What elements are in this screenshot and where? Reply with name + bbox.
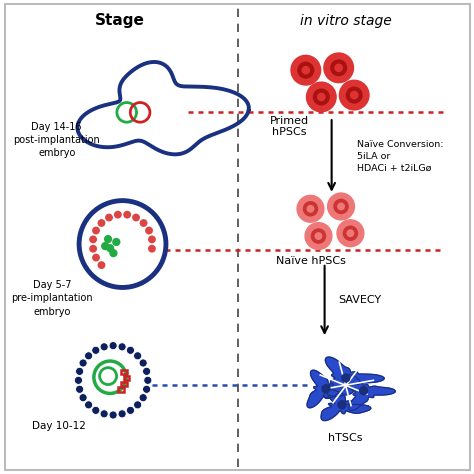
Circle shape: [148, 236, 156, 243]
Text: Naïve Conversion:
5iLA or
HDACi + t2iLGø: Naïve Conversion: 5iLA or HDACi + t2iLGø: [357, 140, 444, 173]
Circle shape: [92, 346, 100, 355]
Circle shape: [132, 214, 140, 221]
Circle shape: [359, 386, 368, 395]
Circle shape: [100, 410, 108, 418]
Polygon shape: [346, 374, 395, 410]
Circle shape: [75, 385, 84, 393]
Bar: [121, 370, 127, 374]
Text: Naïve hPSCs: Naïve hPSCs: [275, 256, 346, 266]
Circle shape: [148, 245, 156, 253]
Text: Day 14-16
post-implantation
embryo: Day 14-16 post-implantation embryo: [13, 122, 100, 158]
Polygon shape: [321, 390, 371, 420]
Circle shape: [304, 222, 333, 250]
Circle shape: [127, 406, 135, 414]
Circle shape: [317, 92, 326, 101]
Circle shape: [303, 201, 318, 217]
Circle shape: [109, 411, 117, 419]
Circle shape: [327, 192, 355, 220]
Circle shape: [79, 393, 87, 401]
Bar: [121, 382, 127, 386]
Circle shape: [140, 219, 147, 227]
Circle shape: [311, 228, 326, 244]
Circle shape: [84, 351, 142, 409]
Circle shape: [112, 238, 120, 246]
Bar: [118, 387, 124, 392]
Circle shape: [341, 374, 350, 383]
Circle shape: [114, 211, 122, 219]
Circle shape: [143, 367, 151, 375]
Circle shape: [307, 205, 314, 213]
Circle shape: [343, 226, 358, 241]
Circle shape: [144, 376, 152, 384]
Circle shape: [92, 406, 100, 414]
Circle shape: [104, 235, 112, 243]
Circle shape: [92, 227, 100, 235]
Circle shape: [127, 346, 135, 355]
Circle shape: [139, 393, 147, 401]
Circle shape: [100, 343, 108, 351]
Circle shape: [346, 229, 355, 237]
Circle shape: [118, 343, 126, 351]
Circle shape: [75, 367, 84, 375]
Text: hTSCs: hTSCs: [328, 433, 363, 443]
Circle shape: [123, 211, 131, 219]
Circle shape: [84, 352, 92, 360]
Circle shape: [323, 52, 354, 83]
Circle shape: [83, 205, 162, 283]
Circle shape: [290, 55, 321, 86]
Circle shape: [109, 249, 118, 257]
Circle shape: [101, 242, 109, 250]
Circle shape: [296, 195, 325, 223]
Text: Day 10-12: Day 10-12: [32, 421, 86, 431]
Circle shape: [105, 214, 113, 221]
Bar: [124, 376, 129, 380]
Polygon shape: [324, 357, 384, 399]
Circle shape: [74, 376, 82, 384]
Circle shape: [139, 359, 147, 367]
Circle shape: [337, 202, 345, 210]
Circle shape: [89, 236, 97, 243]
Circle shape: [337, 400, 346, 410]
Text: Primed
hPSCs: Primed hPSCs: [270, 116, 309, 137]
Polygon shape: [307, 370, 353, 408]
Circle shape: [106, 244, 114, 252]
Text: SAVECY: SAVECY: [339, 295, 382, 305]
Circle shape: [89, 245, 97, 253]
Circle shape: [350, 91, 358, 100]
Circle shape: [98, 219, 105, 227]
Text: in vitro stage: in vitro stage: [300, 14, 392, 28]
Circle shape: [346, 87, 363, 104]
Circle shape: [134, 401, 142, 409]
Circle shape: [333, 199, 349, 214]
Circle shape: [73, 340, 154, 421]
Circle shape: [98, 261, 105, 269]
Circle shape: [134, 352, 142, 360]
Circle shape: [321, 384, 331, 393]
Circle shape: [143, 385, 151, 393]
Circle shape: [315, 232, 322, 240]
Circle shape: [79, 359, 87, 367]
Circle shape: [109, 342, 117, 350]
Text: Stage: Stage: [95, 13, 145, 28]
Circle shape: [337, 219, 365, 247]
Circle shape: [145, 227, 153, 235]
Circle shape: [330, 59, 347, 76]
Text: Day 5-7
pre-implantation
embryo: Day 5-7 pre-implantation embryo: [11, 280, 93, 317]
Circle shape: [339, 80, 370, 110]
Circle shape: [306, 82, 337, 112]
Circle shape: [301, 66, 310, 74]
Circle shape: [92, 254, 100, 262]
Circle shape: [84, 401, 92, 409]
Circle shape: [297, 62, 314, 79]
Circle shape: [118, 410, 126, 418]
Circle shape: [313, 89, 330, 106]
Circle shape: [334, 64, 343, 72]
